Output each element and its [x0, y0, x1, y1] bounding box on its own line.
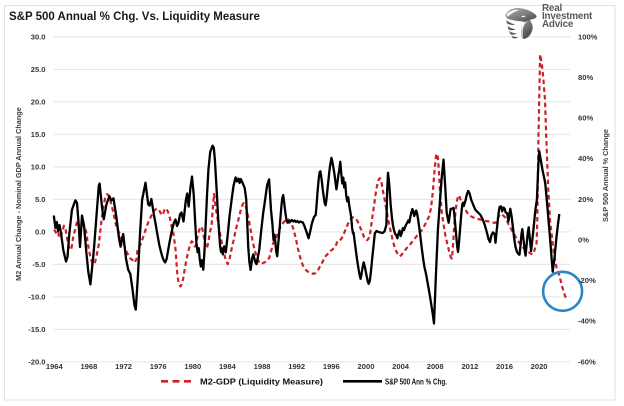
svg-text:25.0: 25.0	[31, 65, 46, 74]
svg-text:0.0: 0.0	[35, 228, 46, 237]
svg-text:M2-GDP (Liquidity Measure): M2-GDP (Liquidity Measure)	[200, 377, 323, 386]
svg-text:15.0: 15.0	[31, 130, 46, 139]
svg-text:M2 Annual Change - Nominal GDP: M2 Annual Change - Nominal GDP Annual Ch…	[14, 107, 23, 281]
svg-text:0%: 0%	[578, 235, 589, 244]
svg-text:S&P 500 Annual % Change: S&P 500 Annual % Change	[601, 129, 610, 222]
svg-text:2004: 2004	[392, 362, 410, 371]
svg-text:-20.0: -20.0	[28, 358, 45, 367]
svg-text:1996: 1996	[323, 362, 340, 371]
svg-text:1964: 1964	[46, 362, 64, 371]
svg-text:1972: 1972	[115, 362, 132, 371]
svg-text:-15.0: -15.0	[28, 325, 45, 334]
svg-text:1968: 1968	[80, 362, 97, 371]
svg-text:1980: 1980	[184, 362, 201, 371]
svg-text:-10.0: -10.0	[28, 293, 45, 302]
svg-text:5.0: 5.0	[35, 195, 46, 204]
svg-text:1992: 1992	[288, 362, 305, 371]
svg-text:-5.0: -5.0	[32, 260, 45, 269]
svg-text:60%: 60%	[578, 114, 593, 123]
svg-text:2000: 2000	[358, 362, 375, 371]
svg-text:40%: 40%	[578, 154, 593, 163]
svg-text:1984: 1984	[219, 362, 237, 371]
svg-text:2020: 2020	[531, 362, 548, 371]
svg-text:10.0: 10.0	[31, 163, 46, 172]
svg-text:80%: 80%	[578, 73, 593, 82]
svg-text:100%: 100%	[578, 32, 598, 41]
svg-text:1976: 1976	[150, 362, 167, 371]
svg-text:S&P 500 Ann % Chg.: S&P 500 Ann % Chg.	[385, 377, 447, 386]
svg-text:2008: 2008	[427, 362, 444, 371]
svg-text:2012: 2012	[461, 362, 478, 371]
svg-text:2016: 2016	[496, 362, 513, 371]
svg-text:-40%: -40%	[578, 317, 596, 326]
svg-text:-60%: -60%	[578, 357, 596, 366]
svg-text:-20%: -20%	[578, 276, 596, 285]
svg-text:1988: 1988	[254, 362, 271, 371]
svg-text:30.0: 30.0	[31, 33, 46, 42]
svg-text:20%: 20%	[578, 195, 593, 204]
svg-text:20.0: 20.0	[31, 98, 46, 107]
